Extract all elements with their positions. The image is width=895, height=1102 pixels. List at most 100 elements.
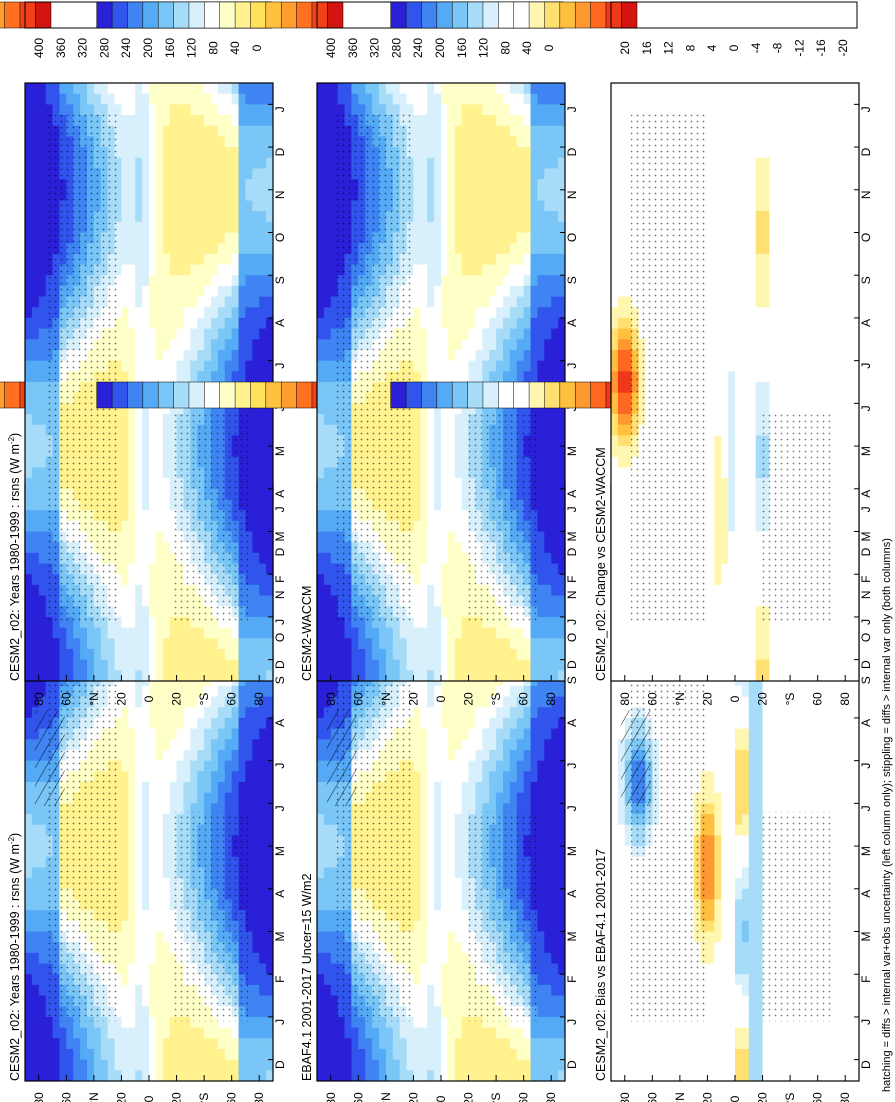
heatmap-cell — [142, 446, 150, 458]
heatmap-cell — [121, 285, 129, 297]
heatmap-cell — [142, 424, 150, 436]
heatmap-cell — [245, 760, 253, 772]
heatmap-cell — [204, 782, 212, 794]
heatmap-cell — [245, 670, 253, 682]
heatmap-cell — [211, 749, 219, 762]
heatmap-cell — [162, 232, 171, 244]
heatmap-cell — [190, 771, 198, 783]
heatmap-cell — [128, 782, 136, 794]
heatmap-cell — [252, 478, 260, 490]
heatmap-cell — [38, 179, 47, 191]
heatmap-cell — [231, 147, 239, 159]
heatmap-cell — [211, 739, 219, 751]
heatmap-cell — [266, 83, 274, 95]
heatmap-cell — [25, 456, 33, 468]
heatmap-cell — [266, 867, 274, 879]
heatmap-cell — [135, 696, 143, 708]
heatmap-cell — [149, 792, 157, 804]
heatmap-cell — [231, 136, 239, 148]
heatmap-cell — [197, 189, 205, 201]
heatmap-cell — [238, 771, 246, 783]
heatmap-cell — [128, 456, 136, 468]
heatmap-cell — [162, 189, 171, 201]
heatmap-cell — [135, 93, 143, 105]
heatmap-cell — [25, 115, 33, 127]
heatmap-cell — [38, 584, 47, 596]
heatmap-cell — [38, 648, 47, 661]
heatmap-cell — [224, 1027, 233, 1039]
heatmap-cell — [330, 803, 339, 815]
heatmap-cell — [169, 349, 177, 362]
heatmap-cell — [317, 910, 325, 922]
lat-tick-label: 80 — [252, 692, 266, 706]
heatmap-cell — [128, 1027, 136, 1039]
heatmap-cell — [169, 253, 177, 265]
heatmap-cell — [183, 803, 191, 815]
heatmap-cell — [52, 1070, 60, 1082]
heatmap-cell — [245, 696, 253, 708]
heatmap-cell — [330, 867, 339, 879]
heatmap-cell — [162, 1027, 171, 1039]
heatmap-cell — [190, 728, 198, 740]
heatmap-cell — [266, 728, 274, 740]
heatmap-cell — [252, 456, 260, 468]
heatmap-cell — [128, 371, 136, 383]
heatmap-cell — [128, 824, 136, 836]
heatmap-cell — [142, 1027, 150, 1039]
heatmap-cell — [25, 520, 33, 532]
heatmap-cell — [245, 478, 253, 490]
heatmap-cell — [190, 243, 198, 255]
heatmap-cell — [224, 157, 233, 169]
heatmap-cell — [245, 147, 253, 159]
heatmap-cell — [204, 749, 212, 762]
heatmap-cell — [31, 83, 40, 95]
heatmap-cell — [169, 696, 177, 708]
heatmap-cell — [149, 179, 157, 191]
heatmap-cell — [142, 931, 150, 943]
heatmap-cell — [25, 264, 33, 276]
heatmap-cell — [245, 931, 253, 943]
heatmap-cell — [169, 200, 177, 212]
heatmap-cell — [38, 221, 47, 233]
heatmap-cell — [45, 93, 53, 105]
heatmap-cell — [135, 824, 143, 836]
heatmap-cell — [135, 296, 143, 308]
heatmap-cell — [121, 360, 129, 372]
heatmap-cell — [385, 1059, 394, 1071]
heatmap-cell — [317, 792, 325, 804]
heatmap-cell — [259, 1027, 267, 1039]
heatmap-cell — [25, 867, 33, 879]
heatmap-cell — [155, 1006, 164, 1018]
heatmap-cell — [169, 952, 177, 964]
heatmap-cell — [238, 349, 246, 362]
heatmap-cell — [252, 467, 260, 479]
heatmap-cell — [252, 179, 260, 191]
heatmap-cell — [211, 1070, 219, 1082]
heatmap-cell — [142, 552, 150, 564]
heatmap-cell — [93, 616, 102, 629]
heatmap-cell — [80, 83, 88, 95]
heatmap-cell — [135, 424, 143, 436]
heatmap-cell — [266, 1048, 274, 1061]
heatmap-cell — [190, 1059, 198, 1071]
heatmap-cell — [372, 1027, 380, 1039]
heatmap-cell — [87, 627, 95, 639]
heatmap-cell — [183, 211, 191, 223]
heatmap-cell — [266, 717, 274, 730]
heatmap-cell — [162, 179, 171, 191]
lat-tick-label: °S — [197, 1093, 211, 1102]
heatmap-cell — [317, 846, 325, 858]
heatmap-cell — [149, 232, 157, 244]
heatmap-cell — [31, 488, 40, 500]
heatmap-cell — [252, 328, 260, 340]
heatmap-cell — [252, 995, 260, 1007]
heatmap-cell — [259, 670, 267, 682]
heatmap-cell — [128, 696, 136, 708]
heatmap-cell — [31, 520, 40, 532]
heatmap-cell — [45, 1059, 53, 1071]
heatmap-cell — [245, 920, 253, 932]
heatmap-cell — [59, 670, 67, 682]
heatmap-cell — [176, 1038, 184, 1050]
heatmap-cell — [197, 264, 205, 276]
heatmap-cell — [217, 253, 226, 265]
